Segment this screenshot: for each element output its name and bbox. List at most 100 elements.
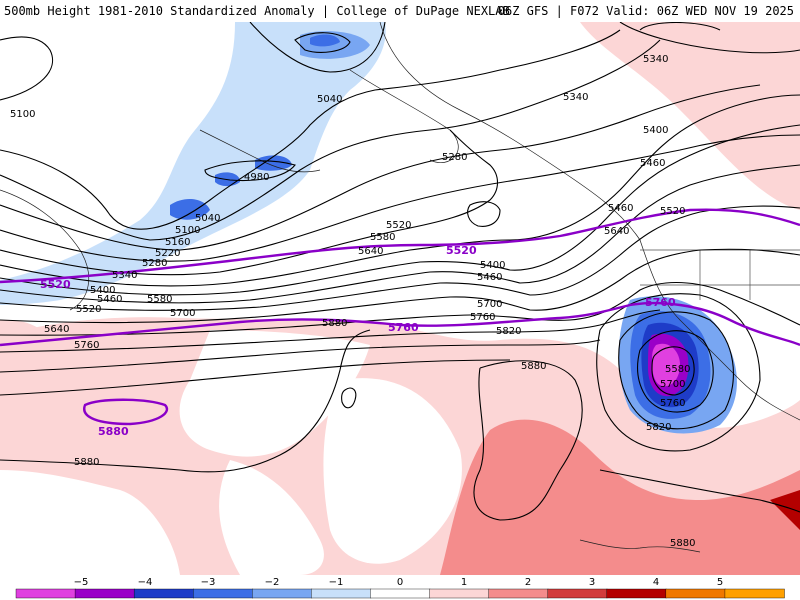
colorbar-tick: 4 bbox=[653, 577, 659, 588]
contour-cutoff-inner bbox=[636, 330, 714, 413]
contour-label: 5880 bbox=[322, 318, 347, 329]
climo-label: 5760 bbox=[388, 321, 419, 334]
climo-label: 5520 bbox=[446, 244, 477, 257]
climatology-contours bbox=[0, 208, 800, 426]
contour-5040 bbox=[0, 29, 621, 230]
contour-label: 5460 bbox=[97, 294, 122, 305]
contour-label: 5640 bbox=[44, 324, 69, 335]
contour-label-layer: 5100 5040 4980 5040 5100 5160 5220 5280 … bbox=[10, 54, 695, 549]
contour-label: 5280 bbox=[142, 258, 167, 269]
climatology-label-layer: 5520 5520 5760 5760 5880 bbox=[40, 244, 676, 438]
colorbar-swatch bbox=[724, 588, 785, 599]
contour-label: 5220 bbox=[155, 248, 180, 259]
contour-label: 5700 bbox=[660, 379, 685, 390]
contour-label: 5100 bbox=[175, 225, 200, 236]
aleutian-chain bbox=[199, 129, 321, 173]
climo-label: 5760 bbox=[645, 296, 676, 309]
colorbar-swatch bbox=[133, 588, 194, 599]
contour-label: 5580 bbox=[665, 364, 690, 375]
colorbar-tick: 2 bbox=[525, 577, 531, 588]
contour-label: 5520 bbox=[76, 304, 101, 315]
white-gap-3 bbox=[323, 378, 462, 564]
contour-5880-central bbox=[473, 360, 583, 521]
contour-label: 5040 bbox=[317, 94, 342, 105]
colorbar-ticks: −5 −4 −3 −2 −1 0 1 2 3 4 5 bbox=[74, 577, 724, 588]
contour-label: 5760 bbox=[470, 312, 495, 323]
colorbar-tick: 5 bbox=[717, 577, 723, 588]
colorbar-swatch bbox=[665, 588, 726, 599]
contour-5340 bbox=[0, 94, 800, 287]
contour-5280 bbox=[0, 129, 499, 276]
colorbar-tick: −5 bbox=[74, 577, 89, 588]
contour-label: 5760 bbox=[74, 340, 99, 351]
contour-small-closed bbox=[341, 387, 357, 409]
contour-label: 5880 bbox=[670, 538, 695, 549]
contour-5880-west bbox=[0, 329, 371, 473]
white-gap-1 bbox=[179, 330, 370, 457]
map-canvas: 5100 5040 4980 5040 5100 5160 5220 5280 … bbox=[0, 22, 800, 575]
contour-label: 5460 bbox=[477, 272, 502, 283]
blue-center-2 bbox=[255, 155, 292, 171]
contour-label: 5040 bbox=[195, 213, 220, 224]
contour-5340-north bbox=[619, 22, 800, 54]
contour-5880-east bbox=[599, 469, 800, 513]
contour-label: 4980 bbox=[244, 172, 269, 183]
contour-5400 bbox=[0, 124, 800, 296]
contour-north-center bbox=[294, 32, 351, 53]
colorbar-tick: −4 bbox=[138, 577, 153, 588]
alaska-coast bbox=[349, 69, 459, 163]
contour-north-low bbox=[249, 22, 386, 73]
colorbar-swatch bbox=[429, 588, 490, 599]
contour-small-ring bbox=[467, 201, 501, 227]
contour-label: 5580 bbox=[147, 294, 172, 305]
contour-label: 5820 bbox=[496, 326, 521, 337]
lightblue-trough-aleutian bbox=[0, 22, 386, 305]
climo-5760 bbox=[0, 301, 800, 347]
contour-5520 bbox=[0, 205, 800, 311]
blue-center-1 bbox=[170, 198, 210, 220]
contour-label: 5820 bbox=[646, 422, 671, 433]
contour-5640 bbox=[0, 281, 800, 336]
climo-5880-ring bbox=[83, 398, 168, 426]
contour-cutoff-core bbox=[651, 346, 695, 396]
contour-label: 5520 bbox=[660, 206, 685, 217]
colorbar-swatch bbox=[193, 588, 254, 599]
pink-shade-east bbox=[720, 130, 800, 200]
colorbar-swatch bbox=[15, 588, 76, 599]
colorbar-tick: 0 bbox=[397, 577, 403, 588]
colorbar-swatch bbox=[311, 588, 372, 599]
colorbar-svg: −5 −4 −3 −2 −1 0 1 2 3 4 5 bbox=[15, 577, 785, 599]
darkred-shade bbox=[770, 490, 800, 530]
contour-5760 bbox=[0, 339, 601, 373]
contour-5100-west bbox=[0, 36, 54, 101]
kamchatka-coast bbox=[0, 189, 89, 311]
contour-5160 bbox=[0, 84, 761, 251]
contour-label: 5520 bbox=[386, 220, 411, 231]
red-shade-south bbox=[440, 419, 800, 575]
state-borders-vertical bbox=[699, 250, 751, 300]
colorbar-swatch bbox=[74, 588, 135, 599]
contour-label: 5640 bbox=[358, 246, 383, 257]
colorbar-tick: −1 bbox=[329, 577, 344, 588]
colorbar-tick: −2 bbox=[265, 577, 280, 588]
contour-label: 5160 bbox=[165, 237, 190, 248]
white-gap-2 bbox=[219, 460, 324, 575]
contour-5340-ring bbox=[639, 22, 721, 31]
colorbar-swatch bbox=[252, 588, 313, 599]
contour-5100 bbox=[0, 39, 661, 241]
coastlines bbox=[0, 22, 800, 553]
neutral-shading bbox=[179, 330, 462, 575]
colorbar-legend: −5 −4 −3 −2 −1 0 1 2 3 4 5 bbox=[0, 575, 800, 600]
blue-center-4 bbox=[310, 34, 340, 47]
contour-label: 5760 bbox=[660, 398, 685, 409]
colorbar-tick: 1 bbox=[461, 577, 467, 588]
contour-label: 5280 bbox=[442, 152, 467, 163]
contour-cutoff-outer bbox=[596, 293, 761, 452]
contour-label: 5460 bbox=[640, 158, 665, 169]
cutoff-low-core bbox=[652, 343, 680, 387]
contour-label: 5340 bbox=[643, 54, 668, 65]
climo-label: 5520 bbox=[40, 278, 71, 291]
map-title: 500mb Height 1981-2010 Standardized Anom… bbox=[4, 4, 510, 18]
colorbar-swatch bbox=[370, 588, 431, 599]
height-contours bbox=[0, 22, 800, 521]
